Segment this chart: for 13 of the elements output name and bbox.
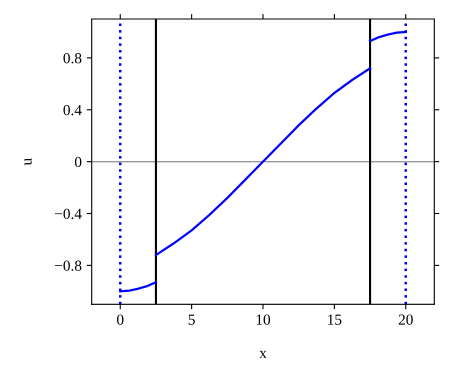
x-tick-label: 0 [117, 314, 124, 325]
line-series [154, 67, 372, 256]
x-axis-title: x [259, 350, 267, 358]
x-tick-label: 5 [188, 314, 195, 325]
y-tick-label: −0.8 [55, 260, 82, 271]
y-tick-label: 0.4 [63, 104, 82, 116]
y-tick-label: 0.8 [63, 53, 82, 64]
y-tick-label: −0.4 [55, 208, 82, 220]
y-tick-label: 0 [74, 156, 82, 168]
x-tick-label: 20 [398, 314, 413, 325]
x-tick-label: 15 [328, 314, 342, 325]
y-axis-title: u [24, 158, 32, 166]
x-tick-label: 10 [256, 314, 270, 325]
